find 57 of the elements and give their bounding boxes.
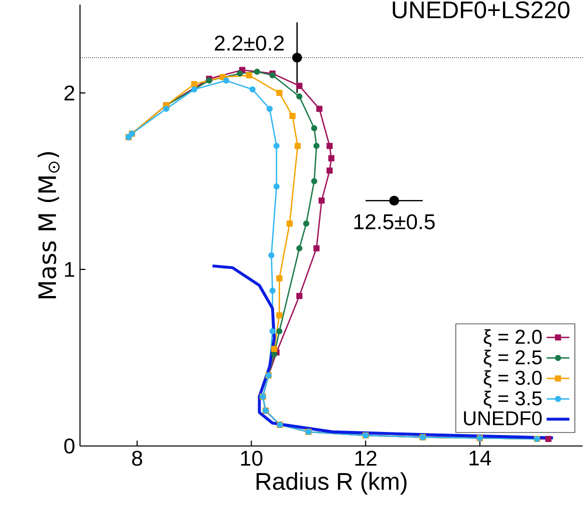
legend-label: ξ = 3.5 [484, 390, 542, 409]
point [246, 72, 252, 78]
legend-label: ξ = 2.0 [484, 329, 542, 348]
point [313, 245, 320, 252]
point [286, 220, 293, 227]
chart-title: UNEDF0+LS220 [392, 1, 570, 18]
point [311, 125, 318, 132]
y-tick-label: 2 [64, 85, 74, 100]
point [318, 198, 325, 204]
legend-label: UNEDF0 [464, 411, 542, 426]
x-tick-label: 14 [470, 450, 492, 466]
point [311, 178, 318, 184]
point [296, 82, 302, 89]
point [296, 93, 302, 100]
point [254, 68, 260, 75]
y-tick-label: 0 [64, 438, 74, 454]
legend-label: ξ = 3.0 [484, 370, 542, 388]
point [303, 220, 310, 227]
point [326, 168, 333, 174]
point [236, 70, 244, 77]
point [269, 288, 276, 294]
point [328, 155, 334, 162]
point [313, 142, 320, 149]
point [191, 81, 198, 88]
point [273, 142, 280, 149]
point [296, 292, 302, 300]
point [266, 106, 273, 112]
point [276, 312, 282, 318]
point [289, 112, 296, 119]
point [273, 183, 280, 190]
point [545, 436, 552, 442]
x-tick-label: 8 [132, 450, 142, 466]
legend-label: ξ = 2.5 [484, 350, 542, 368]
x-tick-label: 10 [241, 450, 262, 466]
annotation: 2.2±0.2 [214, 36, 284, 51]
annotation: 12.5±0.5 [354, 214, 435, 230]
point [249, 86, 256, 92]
point [316, 106, 322, 112]
point [223, 78, 230, 84]
point [271, 346, 278, 352]
x-tick-label: 12 [355, 450, 376, 466]
point [292, 52, 302, 63]
point [326, 142, 333, 149]
point [269, 328, 276, 334]
x-axis-title: Radius R (km) [256, 472, 406, 495]
line-series [211, 264, 554, 440]
point [268, 252, 274, 258]
point [191, 86, 198, 92]
point [294, 142, 301, 149]
point [276, 275, 282, 282]
point [276, 90, 282, 96]
point [276, 328, 282, 334]
point [296, 245, 302, 252]
y-axis-title: Mass M (M$_{⊙}$) [38, 152, 60, 298]
y-tick-label: 1 [65, 262, 74, 277]
point [163, 106, 170, 112]
point [389, 196, 400, 206]
